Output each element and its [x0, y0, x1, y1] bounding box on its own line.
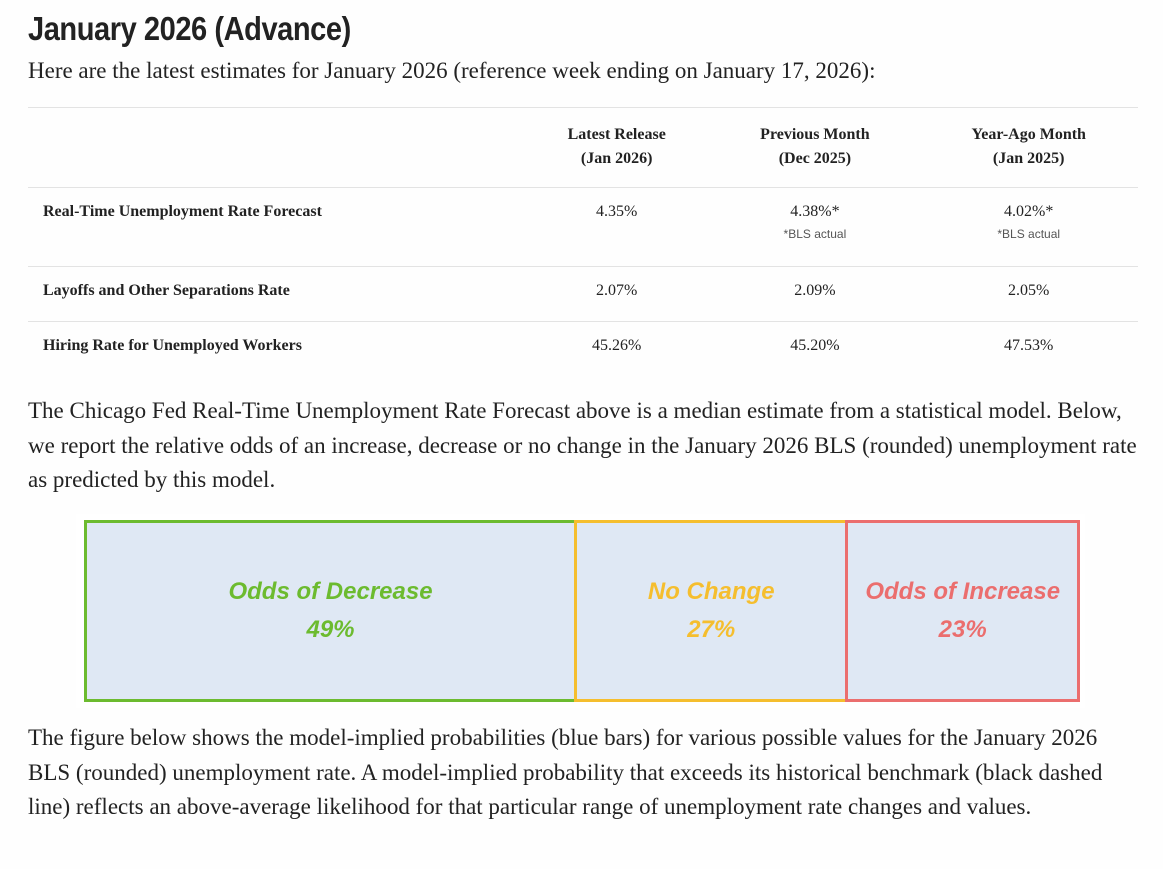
odds-label: No Change: [647, 578, 775, 605]
table-cell: 47.53%: [919, 321, 1138, 376]
cell-value: 4.02%*: [1004, 203, 1054, 220]
row-label: Layoffs and Other Separations Rate: [28, 266, 523, 322]
cell-value: 4.38%*: [790, 203, 840, 220]
column-name: Latest Release: [567, 126, 666, 143]
cell-value: 2.05%: [1008, 282, 1050, 299]
intro-text: Here are the latest estimates for Januar…: [28, 58, 876, 83]
table-cell: 2.07%: [523, 266, 711, 322]
odds-value: 49%: [306, 616, 355, 643]
column-header: Previous Month (Dec 2025): [710, 107, 920, 188]
header-spacer: [28, 107, 523, 188]
page-title: January 2026 (Advance): [28, 10, 351, 47]
odds-box: Odds of Decrease 49%: [84, 520, 578, 702]
table-row: Layoffs and Other Separations Rate 2.07% 2…: [28, 266, 1138, 322]
odds-box: Odds of Increase 23%: [845, 520, 1080, 702]
paragraph: The Chicago Fed Real-Time Unemployment R…: [28, 398, 1137, 492]
column-name: Previous Month: [760, 126, 870, 143]
cell-note: *BLS actual: [783, 227, 847, 241]
table-cell: 45.20%: [710, 321, 920, 376]
odds-value: 23%: [938, 616, 987, 643]
table-row: Hiring Rate for Unemployed Workers 45.26%…: [28, 321, 1138, 376]
column-header: Latest Release (Jan 2026): [523, 107, 711, 188]
odds-box: No Change 27%: [574, 520, 849, 702]
table-cell: 4.02%* *BLS actual: [919, 187, 1138, 267]
column-period: (Jan 2025): [992, 150, 1065, 167]
table-cell: 2.05%: [919, 266, 1138, 322]
cell-note: *BLS actual: [997, 227, 1061, 241]
table-cell: 4.38%* *BLS actual: [710, 187, 920, 267]
table-cell: 4.35%: [523, 187, 711, 267]
table-row: Real-Time Unemployment Rate Forecast 4.35…: [28, 187, 1138, 267]
paragraph: The figure below shows the model-implied…: [28, 725, 1103, 819]
odds-label: Odds of Decrease: [228, 578, 433, 605]
cell-value: 2.09%: [794, 282, 836, 299]
table-cell: 2.09%: [710, 266, 920, 322]
cell-value: 45.26%: [592, 337, 642, 354]
column-header: Year-Ago Month (Jan 2025): [919, 107, 1138, 188]
odds-panel: Odds of Decrease 49% No Change 27% Odds of I…: [76, 514, 1085, 708]
cell-value: 47.53%: [1004, 337, 1054, 354]
column-period: (Dec 2025): [778, 150, 852, 167]
cell-value: 4.35%: [596, 203, 638, 220]
row-label: Hiring Rate for Unemployed Workers: [28, 321, 523, 376]
cell-value: 2.07%: [596, 282, 638, 299]
column-name: Year-Ago Month: [971, 126, 1086, 143]
header-row: Latest Release (Jan 2026) Previous Month (D…: [28, 107, 1138, 188]
estimates-table: Latest Release (Jan 2026) Previous Month (D…: [28, 107, 1138, 376]
odds-value: 27%: [687, 616, 736, 643]
cell-value: 45.20%: [790, 337, 840, 354]
table-cell: 45.26%: [523, 321, 711, 376]
row-label: Real-Time Unemployment Rate Forecast: [28, 187, 523, 267]
column-period: (Jan 2026): [580, 150, 653, 167]
odds-label: Odds of Increase: [865, 578, 1061, 605]
